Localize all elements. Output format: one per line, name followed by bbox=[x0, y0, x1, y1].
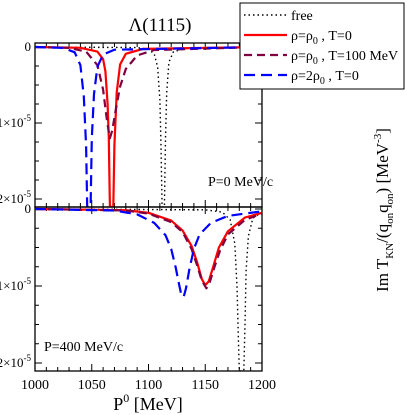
legend-label-0: free bbox=[291, 9, 313, 24]
x-tick-label: 1150 bbox=[192, 378, 219, 393]
legend-label-1: ρ=ρ0 , T=0 bbox=[291, 29, 352, 47]
series-line-1 bbox=[35, 45, 262, 207]
top-series-group bbox=[35, 45, 262, 207]
top-panel-annotation: P=0 MeV/c bbox=[208, 175, 273, 190]
x-tick-label: 1050 bbox=[78, 378, 106, 393]
x-tick-label: 1000 bbox=[21, 378, 49, 393]
x-tick-label: 1100 bbox=[135, 378, 162, 393]
bottom-panel-annotation: P=400 MeV/c bbox=[44, 340, 123, 355]
y-tick-label: 0 bbox=[25, 39, 32, 54]
series-line-2 bbox=[35, 45, 262, 140]
legend-label-3: ρ=2ρ0 , T=0 bbox=[291, 69, 359, 87]
series-line-3 bbox=[35, 207, 262, 298]
top-y-tick-labels: 0 -1×10-5 -2×10-5 bbox=[0, 39, 31, 206]
y-tick-label: -1×10-5 bbox=[0, 113, 31, 130]
bottom-x-tick-labels: 1000 1050 1100 1150 1200 bbox=[21, 378, 276, 393]
legend-label-2: ρ=ρ0 , T=100 MeV bbox=[291, 49, 398, 67]
legend: free ρ=ρ0 , T=0 ρ=ρ0 , T=100 MeV ρ=2ρ0 , T=… bbox=[239, 2, 405, 90]
series-line-1 bbox=[35, 207, 262, 287]
y-tick-label: 0 bbox=[25, 201, 32, 216]
bottom-y-tick-labels: 0 -1×10-5 -2×10-5 bbox=[0, 201, 31, 370]
series-line-0 bbox=[35, 208, 262, 371]
top-panel-title: Λ(1115) bbox=[128, 15, 191, 36]
x-axis-label: P0 [MeV] bbox=[113, 391, 183, 414]
y-tick-label: -2×10-5 bbox=[0, 353, 31, 370]
bottom-series-group bbox=[35, 207, 262, 371]
y-tick-label: -2×10-5 bbox=[0, 189, 31, 206]
series-line-2 bbox=[35, 207, 262, 290]
series-line-3 bbox=[35, 45, 262, 207]
y-axis-label: Im TKN/(qonqon) [MeV-3] bbox=[372, 128, 396, 292]
y-tick-label: -1×10-5 bbox=[0, 276, 31, 293]
x-tick-label: 1200 bbox=[248, 378, 276, 393]
